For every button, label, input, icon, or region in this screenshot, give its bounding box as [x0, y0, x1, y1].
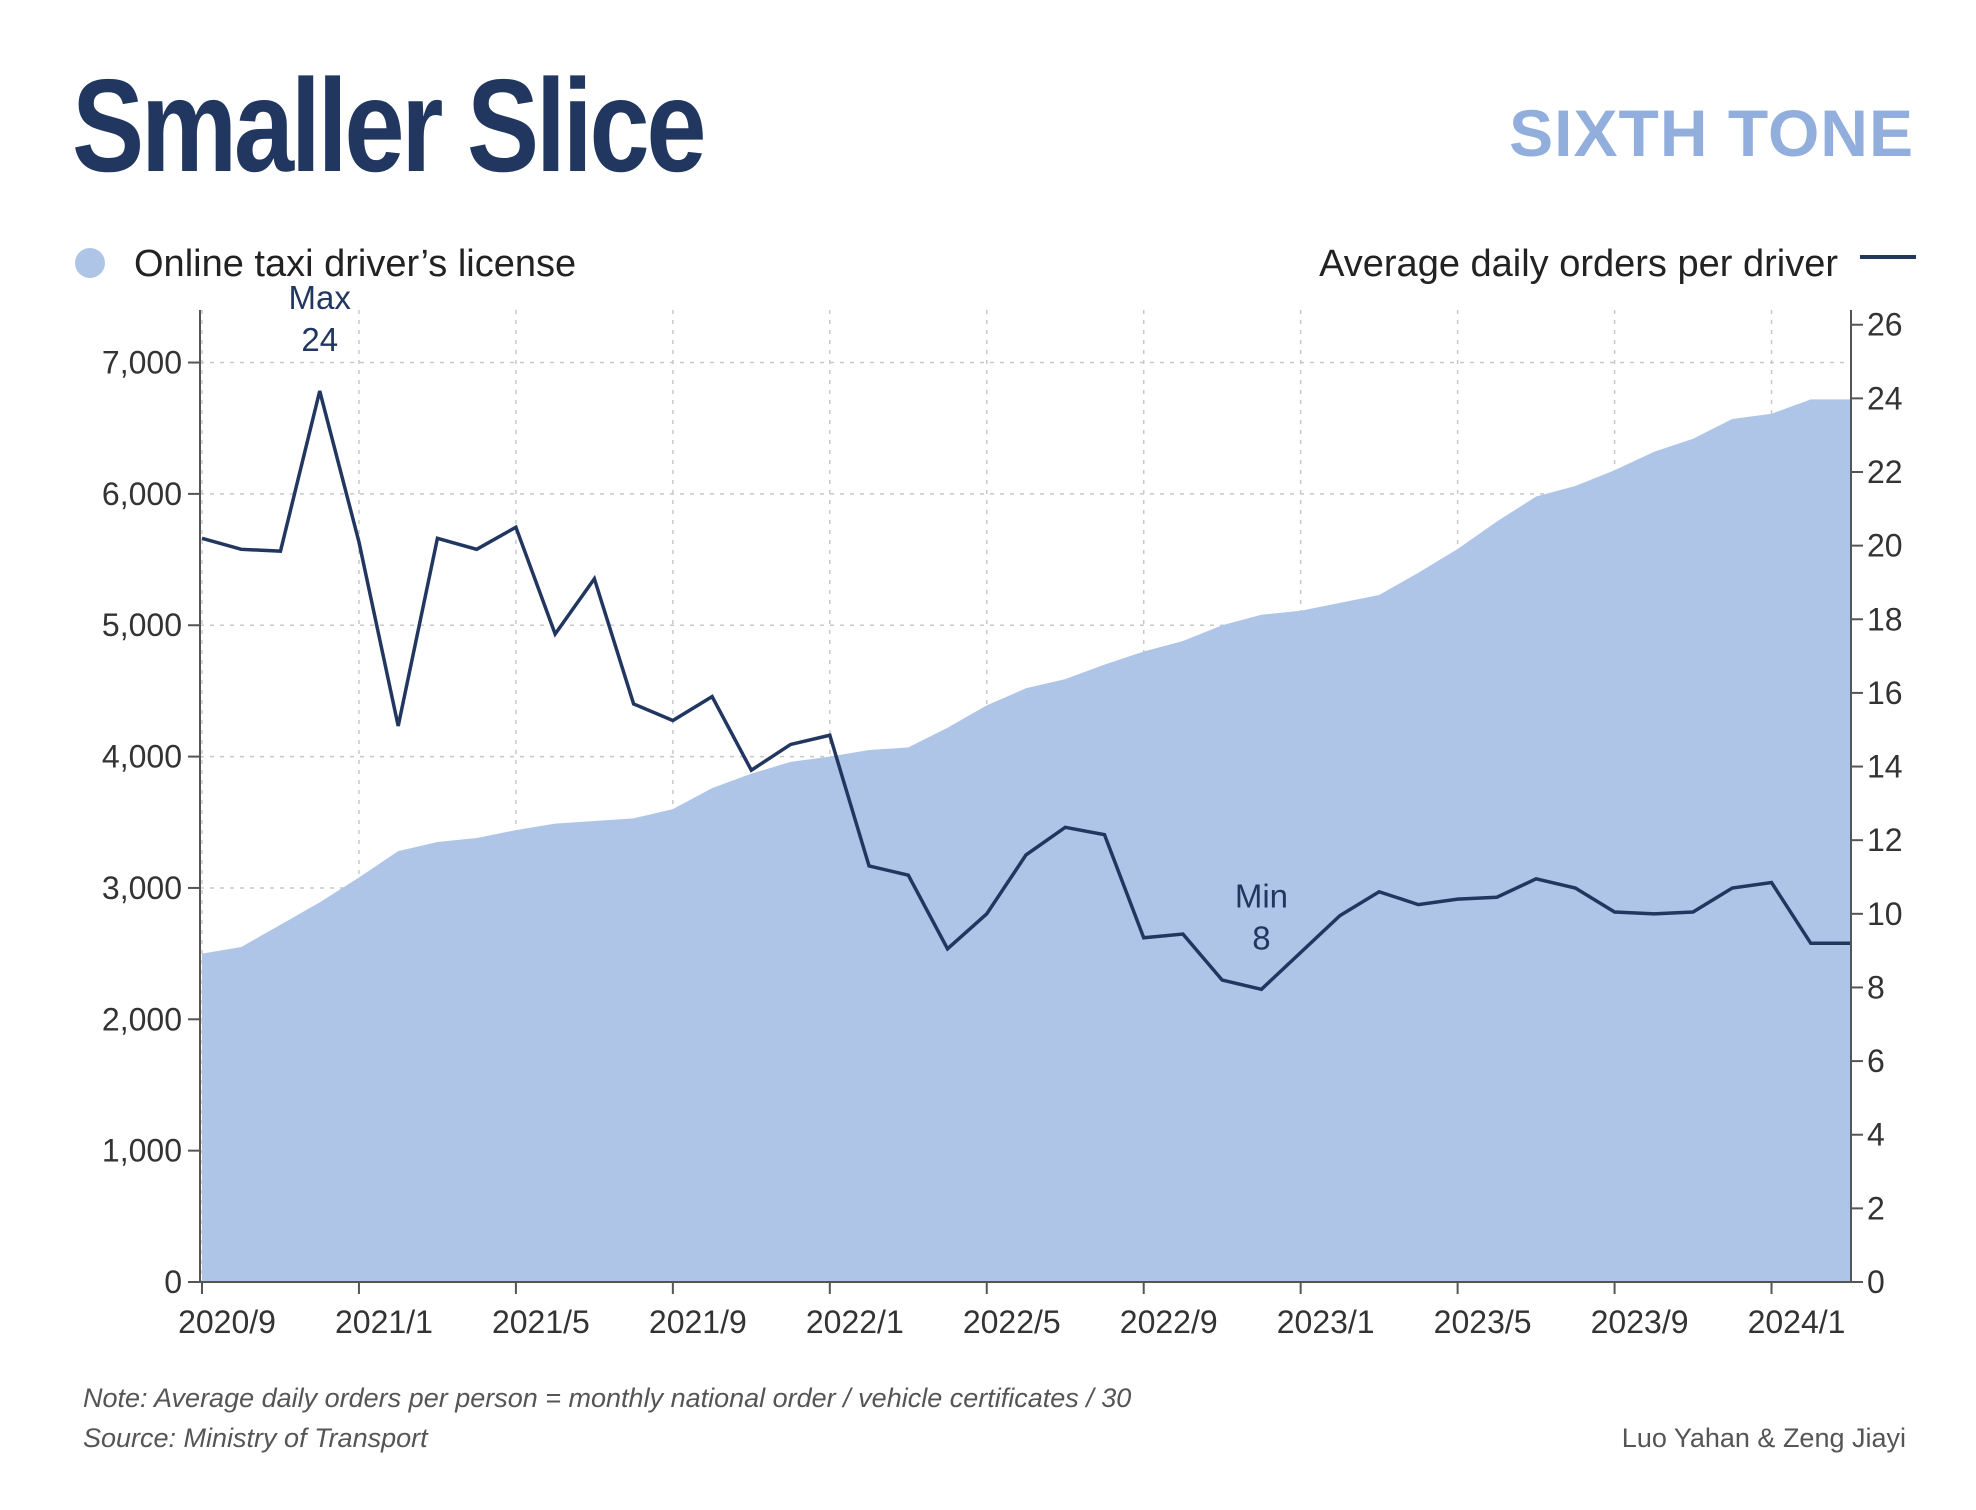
right-tick-label: 8 [1867, 969, 1885, 1005]
left-tick-label: 7,000 [102, 345, 182, 381]
note-text: Note: Average daily orders per person = … [83, 1383, 1132, 1413]
right-tick-label: 18 [1867, 601, 1903, 637]
left-tick-label: 3,000 [102, 870, 182, 906]
left-tick-label: 4,000 [102, 739, 182, 775]
brand-logo: SIXTH TONE [1509, 96, 1914, 170]
right-tick-label: 14 [1867, 749, 1903, 785]
left-tick-label: 6,000 [102, 476, 182, 512]
x-tick-label: 2021/5 [492, 1304, 590, 1340]
orders-line [201, 390, 1850, 992]
right-tick-label: 4 [1867, 1117, 1885, 1153]
x-tick-label: 2022/1 [806, 1304, 904, 1340]
annotation-label: Min [1235, 877, 1288, 914]
annotations: Max 24 Min 8 [289, 279, 1288, 956]
legend-area-swatch [75, 248, 105, 278]
x-tick-label: 2024/1 [1748, 1304, 1846, 1340]
left-tick-label: 0 [164, 1264, 182, 1300]
x-tick-label: 2022/5 [963, 1304, 1061, 1340]
legend: Online taxi driver’s license Average dai… [75, 243, 1916, 285]
right-tick-label: 22 [1867, 454, 1903, 490]
source-text: Source: Ministry of Transport [83, 1423, 428, 1453]
x-tick-label: 2023/1 [1277, 1304, 1375, 1340]
right-tick-label: 16 [1867, 675, 1903, 711]
annotation-value: 24 [301, 321, 338, 358]
legend-line-label: Average daily orders per driver [1319, 243, 1838, 285]
line-series [201, 390, 1850, 992]
right-tick-label: 26 [1867, 307, 1903, 343]
x-tick-label: 2022/9 [1120, 1304, 1218, 1340]
right-tick-label: 10 [1867, 896, 1903, 932]
x-tick-label: 2020/9 [178, 1304, 276, 1340]
annotation-label: Max [289, 279, 352, 316]
area-series [202, 399, 1850, 1282]
axes: 01,0002,0003,0004,0005,0006,0007,0000246… [102, 307, 1903, 1340]
right-tick-label: 24 [1867, 380, 1903, 416]
left-tick-label: 2,000 [102, 1001, 182, 1037]
left-tick-label: 1,000 [102, 1133, 182, 1169]
x-tick-label: 2021/9 [649, 1304, 747, 1340]
x-tick-label: 2023/5 [1434, 1304, 1532, 1340]
right-tick-label: 6 [1867, 1043, 1885, 1079]
right-tick-label: 20 [1867, 528, 1903, 564]
license-area [202, 399, 1850, 1282]
right-tick-label: 2 [1867, 1190, 1885, 1226]
left-tick-label: 5,000 [102, 607, 182, 643]
right-tick-label: 0 [1867, 1264, 1885, 1300]
legend-area-label: Online taxi driver’s license [134, 243, 576, 285]
footnote: Note: Average daily orders per person = … [83, 1378, 1131, 1458]
x-tick-label: 2023/9 [1591, 1304, 1689, 1340]
annotation-value: 8 [1252, 919, 1270, 956]
right-tick-label: 12 [1867, 822, 1903, 858]
x-tick-label: 2021/1 [335, 1304, 433, 1340]
author-credit: Luo Yahan & Zeng Jiayi [1621, 1423, 1906, 1453]
chart-title: Smaller Slice [72, 52, 707, 199]
